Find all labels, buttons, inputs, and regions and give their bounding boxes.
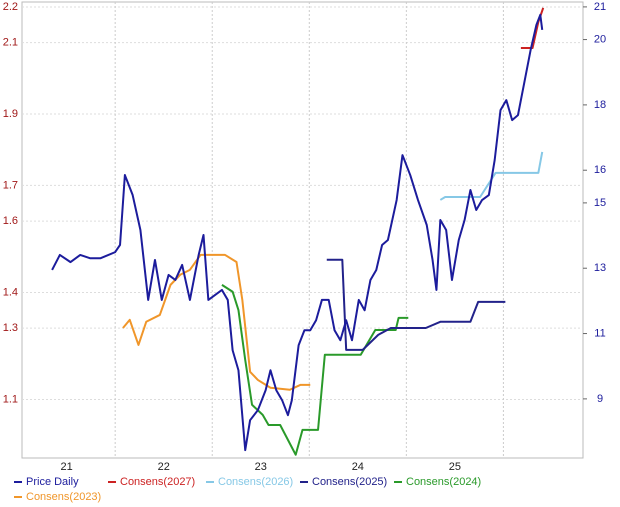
- legend-label: Consens(2024): [406, 476, 481, 488]
- y-tick-label: 1.4: [3, 286, 18, 298]
- y-tick-label: 1.7: [3, 179, 18, 191]
- y2-tick-label: 21: [594, 1, 606, 13]
- year-label: 24: [352, 461, 364, 473]
- year-label: 22: [158, 461, 170, 473]
- y-tick-label: 2.1: [3, 37, 18, 49]
- y-tick-label: 1.9: [3, 108, 18, 120]
- series-line: [439, 151, 544, 201]
- legend-label: Consens(2027): [120, 476, 195, 488]
- y2-tick-label: 9: [597, 393, 603, 405]
- y2-tick-label: 15: [594, 197, 606, 209]
- series-line: [51, 13, 544, 452]
- y-tick-label: 1.3: [3, 322, 18, 334]
- legend-label: Consens(2026): [218, 476, 293, 488]
- year-label: 25: [449, 461, 461, 473]
- y2-tick-label: 11: [594, 327, 605, 339]
- series-line: [326, 258, 506, 351]
- y2-tick-label: 18: [594, 99, 606, 111]
- y2-tick-label: 13: [594, 262, 606, 274]
- series-line: [122, 253, 311, 391]
- y2-tick-label: 20: [594, 33, 606, 45]
- legend-label: Price Daily: [26, 476, 79, 488]
- year-label: 21: [61, 461, 73, 473]
- year-label: 23: [255, 461, 267, 473]
- legend-label: Consens(2025): [312, 476, 387, 488]
- series-line: [221, 284, 409, 456]
- plot-frame: [21, 1, 584, 459]
- y2-tick-label: 16: [594, 164, 606, 176]
- y-tick-label: 1.6: [3, 215, 18, 227]
- legend-label: Consens(2023): [26, 491, 101, 503]
- y-tick-label: 1.1: [3, 393, 18, 405]
- y-tick-label: 2.2: [3, 1, 18, 13]
